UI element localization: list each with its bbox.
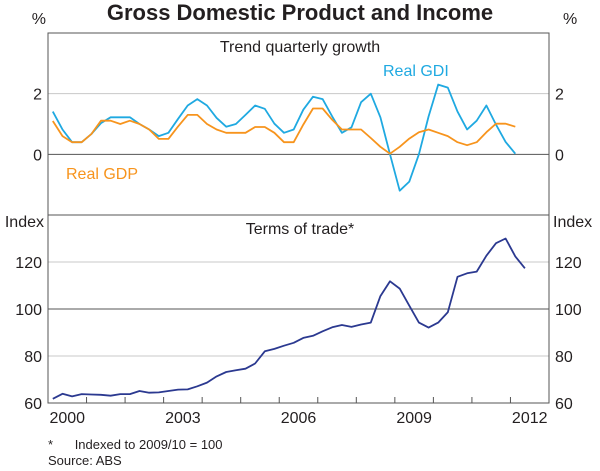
y-tick-label-right: 100 — [555, 302, 582, 319]
y-tick-label-left: 80 — [24, 349, 42, 366]
footnote-text: Indexed to 2009/10 = 100 — [74, 437, 223, 452]
y-axis-label-left: % — [32, 11, 46, 28]
y-tick-label-right: 0 — [555, 147, 564, 164]
footnote-star: * — [48, 437, 54, 452]
y-axis-label-left: Index — [5, 214, 44, 231]
footnote: * Indexed to 2009/10 = 100 — [48, 437, 223, 452]
y-axis-label-right: Index — [553, 214, 592, 231]
y-tick-label-left: 0 — [33, 147, 42, 164]
x-tick-label: 2009 — [396, 410, 432, 427]
series-line-real-gdp — [52, 107, 516, 155]
y-tick-label-right: 80 — [555, 349, 573, 366]
y-tick-label-left: 2 — [33, 87, 42, 104]
series-label-real-gdi: Real GDI — [383, 63, 449, 80]
y-tick-label-left: 100 — [15, 302, 42, 319]
x-tick-label: 2003 — [165, 410, 201, 427]
x-tick-label: 2000 — [49, 410, 85, 427]
y-tick-label-right: 120 — [555, 255, 582, 272]
panel-title: Terms of trade* — [246, 221, 354, 238]
x-tick-label: 2012 — [512, 410, 548, 427]
x-tick-label: 2006 — [281, 410, 317, 427]
y-axis-label-right: % — [563, 11, 577, 28]
y-tick-label-left: 120 — [15, 255, 42, 272]
source-note: Source: ABS — [48, 453, 122, 468]
series-label-real-gdp: Real GDP — [66, 166, 138, 183]
panel-title: Trend quarterly growth — [220, 39, 380, 56]
y-tick-label-right: 60 — [555, 396, 573, 413]
series-line-terms-of-trade — [52, 237, 526, 400]
series-line-real-gdi — [52, 83, 516, 192]
plot-frame — [47, 32, 550, 404]
y-tick-label-left: 60 — [24, 396, 42, 413]
chart-title: Gross Domestic Product and Income — [106, 0, 494, 25]
y-tick-label-right: 2 — [555, 87, 564, 104]
